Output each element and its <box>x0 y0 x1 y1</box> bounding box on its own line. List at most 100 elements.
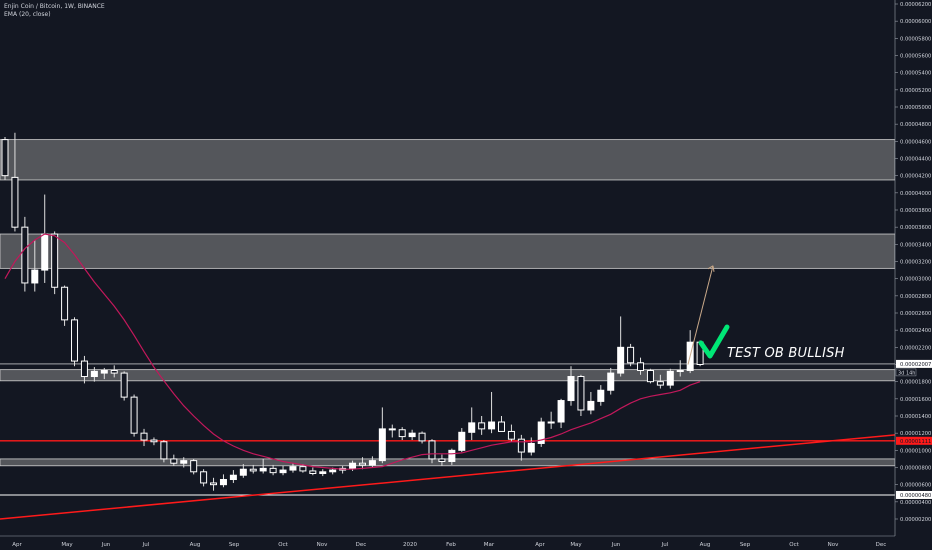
price-tick-11: 0.00004000 <box>900 191 931 197</box>
price-label-2: 0.00000480 <box>900 493 931 499</box>
price-label-bg-0 <box>896 359 932 368</box>
candle-body-66 <box>656 381 664 386</box>
price-tick-1: 0.00006000 <box>900 19 931 25</box>
price-tick-9: 0.00004400 <box>900 157 931 163</box>
price-tick-19: 0.00002400 <box>900 328 931 334</box>
time-label-9: 2020 <box>403 542 417 548</box>
time-label-3: Jul <box>142 542 150 548</box>
price-tick-2: 0.00005800 <box>900 36 931 42</box>
candle-body-0 <box>1 139 9 177</box>
candle-body-55 <box>547 421 555 424</box>
candle-body-13 <box>130 396 138 434</box>
time-label-7: Nov <box>317 542 328 548</box>
annotation-text: TEST OB BULLISH <box>727 346 845 361</box>
price-axis-bg <box>895 0 932 550</box>
candle-body-57 <box>567 376 575 402</box>
zone-3 <box>0 458 896 467</box>
candle-body-54 <box>537 421 545 444</box>
time-label-2: Jun <box>101 542 111 548</box>
candle-body-68 <box>676 370 684 373</box>
price-tick-10: 0.00004200 <box>900 174 931 180</box>
candle-body-29 <box>289 466 297 471</box>
price-tick-3: 0.00005600 <box>900 54 931 60</box>
candle-body-9 <box>90 370 98 378</box>
candle-body-43 <box>428 440 436 460</box>
time-label-8: Dec <box>356 542 367 548</box>
candle-body-30 <box>299 466 307 472</box>
candle-body-19 <box>190 460 198 473</box>
zone-1 <box>0 233 896 269</box>
price-tick-28: 0.00000600 <box>900 483 931 489</box>
price-label-bg-2 <box>896 490 932 499</box>
candle-body-18 <box>180 460 188 464</box>
time-label-20: Dec <box>876 542 887 548</box>
candle-body-22 <box>219 479 227 486</box>
time-label-10: Feb <box>446 542 456 548</box>
candle-body-16 <box>160 441 168 460</box>
candle-body-52 <box>517 438 525 453</box>
candle-body-23 <box>229 474 237 481</box>
candle-body-20 <box>200 471 208 484</box>
zone-2 <box>0 369 896 382</box>
candle-body-3 <box>31 269 39 284</box>
price-tick-6: 0.00005000 <box>900 105 931 111</box>
countdown-label: 3d 14h <box>898 370 915 376</box>
candle-body-27 <box>269 467 277 474</box>
projection-arrow <box>687 265 714 365</box>
time-label-17: Sep <box>740 542 751 548</box>
price-tick-5: 0.00005200 <box>900 88 931 94</box>
candle-body-5 <box>51 233 59 288</box>
time-label-15: Jul <box>661 542 669 548</box>
candle-body-2 <box>21 226 29 284</box>
candle-body-6 <box>61 286 69 321</box>
candle-body-64 <box>637 362 645 372</box>
candle-body-14 <box>140 432 148 441</box>
time-label-14: Jun <box>611 542 621 548</box>
candle-body-62 <box>617 346 625 374</box>
check-icon <box>698 324 730 359</box>
candle-body-41 <box>408 432 416 438</box>
candle-body-11 <box>110 370 118 374</box>
price-tick-14: 0.00003400 <box>900 242 931 248</box>
time-label-4: Aug <box>190 542 201 548</box>
candle-body-65 <box>646 370 654 383</box>
candle-body-45 <box>448 449 456 462</box>
candle-body-58 <box>577 376 585 411</box>
price-tick-23: 0.00001600 <box>900 397 931 403</box>
trendline <box>0 434 896 520</box>
price-tick-18: 0.00002600 <box>900 311 931 317</box>
candle-body-24 <box>239 468 247 476</box>
time-label-1: May <box>61 542 73 548</box>
candle-body-35 <box>349 462 357 469</box>
candle-body-10 <box>100 370 108 374</box>
time-label-0: Apr <box>12 542 22 548</box>
candle-body-47 <box>468 422 476 433</box>
candle-body-21 <box>210 482 218 486</box>
candle-body-7 <box>71 319 79 362</box>
time-label-6: Oct <box>278 542 288 548</box>
candle-body-53 <box>527 442 535 453</box>
candle-body-15 <box>150 439 158 443</box>
chart-title: Enjin Coin / Bitcoin, 1W, BINANCE <box>4 3 105 10</box>
price-label-0: 0.00002007 <box>900 362 931 368</box>
price-label-1: 0.00001111 <box>900 439 931 445</box>
time-label-11: Mar <box>484 542 495 548</box>
candle-body-8 <box>80 360 88 378</box>
candle-body-51 <box>507 430 515 440</box>
price-tick-8: 0.00004600 <box>900 139 931 145</box>
price-tick-25: 0.00001200 <box>900 431 931 437</box>
time-label-13: May <box>570 542 582 548</box>
price-tick-29: 0.00000400 <box>900 500 931 506</box>
candle-body-61 <box>607 372 615 391</box>
candle-body-63 <box>627 346 635 364</box>
candle-body-67 <box>666 370 674 386</box>
candle-body-46 <box>458 431 466 451</box>
price-tick-20: 0.00002200 <box>900 345 931 351</box>
price-tick-15: 0.00003200 <box>900 260 931 266</box>
candle-body-56 <box>557 400 565 423</box>
indicator-label: EMA (20, close) <box>4 11 51 18</box>
candle-body-50 <box>498 421 505 432</box>
candle-body-42 <box>418 432 426 442</box>
